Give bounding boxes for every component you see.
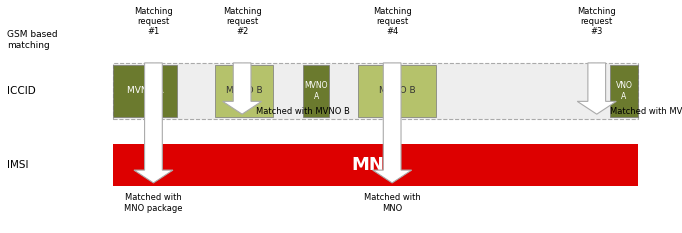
Text: Matched with
MNO: Matched with MNO (364, 193, 421, 213)
Text: Matching
request
#1: Matching request #1 (134, 7, 173, 36)
Text: VNO
A: VNO A (616, 81, 632, 101)
Bar (610, 65, 638, 116)
Text: Matching
request
#2: Matching request #2 (223, 7, 261, 36)
Text: ICCID: ICCID (7, 86, 35, 96)
Text: Matched with
MNO package: Matched with MNO package (124, 193, 183, 213)
Polygon shape (577, 63, 617, 114)
Text: MVNO A: MVNO A (127, 86, 163, 95)
Bar (113, 65, 177, 116)
Polygon shape (222, 63, 262, 114)
Text: MVNO B: MVNO B (379, 86, 415, 95)
Text: Matched with MVNO A: Matched with MVNO A (610, 107, 682, 116)
Bar (358, 65, 436, 116)
Text: MVNO
A: MVNO A (305, 81, 328, 101)
Text: Matching
request
#4: Matching request #4 (373, 7, 411, 36)
Text: MNO: MNO (351, 156, 399, 175)
Text: MVNO B: MVNO B (226, 86, 262, 95)
Text: Matching
request
#3: Matching request #3 (578, 7, 616, 36)
Bar (113, 63, 638, 119)
Text: IMSI: IMSI (7, 161, 29, 170)
Bar (303, 65, 329, 116)
Bar (113, 144, 638, 186)
Polygon shape (372, 63, 412, 183)
Polygon shape (134, 63, 173, 183)
Bar (215, 65, 273, 116)
Text: Matched with MVNO B: Matched with MVNO B (256, 107, 350, 116)
Text: GSM based
matching: GSM based matching (7, 30, 57, 50)
